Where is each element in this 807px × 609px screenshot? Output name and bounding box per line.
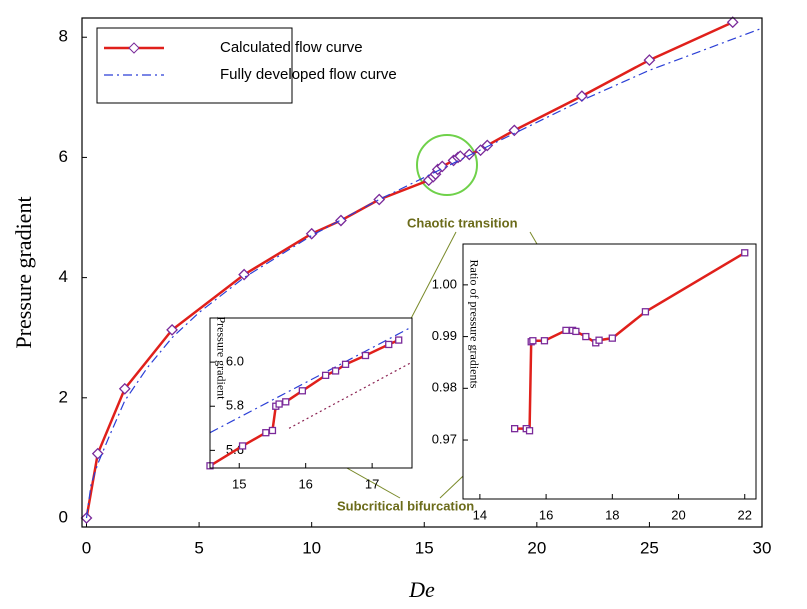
marker — [395, 336, 403, 344]
marker — [529, 337, 537, 345]
marker — [641, 308, 650, 316]
x-tick-label: 18 — [605, 507, 619, 522]
plot-frame — [209, 317, 413, 469]
x-tick-label: 14 — [473, 507, 487, 522]
y-tick-label: 0.99 — [432, 328, 457, 343]
marker — [305, 227, 318, 240]
marker — [572, 327, 580, 336]
x-tick-label: 25 — [640, 538, 659, 557]
x-tick-label: 20 — [671, 507, 685, 522]
marker — [331, 367, 340, 375]
x-axis-label: De — [408, 577, 435, 602]
marker — [575, 90, 588, 103]
marker — [341, 360, 350, 368]
series-line — [85, 27, 762, 519]
x-tick-label: 20 — [527, 538, 546, 557]
inset-frame — [463, 244, 756, 499]
marker — [373, 193, 386, 206]
plot-frame — [81, 17, 763, 528]
marker — [361, 351, 370, 360]
y-tick-label: 0 — [59, 507, 68, 526]
marker — [463, 148, 476, 161]
marker — [595, 336, 603, 344]
x-tick-label: 10 — [302, 538, 321, 557]
plot-frame — [462, 243, 757, 500]
y-tick-label: 6.0 — [226, 354, 244, 369]
y-tick-label: 6 — [59, 147, 68, 166]
marker — [540, 337, 549, 345]
x-tick-label: 17 — [365, 476, 379, 491]
marker — [508, 124, 521, 137]
highlight-circle — [416, 134, 478, 196]
y-tick-label: 5.8 — [226, 398, 244, 413]
x-tick-label: 16 — [539, 507, 553, 522]
y-tick-label: 2 — [59, 387, 68, 406]
marker — [385, 340, 393, 349]
annotation-arrow — [403, 231, 457, 333]
y-tick-label: 8 — [59, 27, 68, 46]
marker — [238, 268, 251, 281]
annotation: Subcritical bifurcation — [337, 498, 474, 513]
annotation: Chaotic transition — [407, 215, 518, 230]
marker — [321, 371, 330, 380]
marker — [525, 427, 534, 435]
x-tick-label: 22 — [738, 507, 752, 522]
x-tick-label: 0 — [82, 538, 91, 557]
marker — [562, 326, 570, 335]
marker — [643, 54, 656, 66]
y-tick-label: 1.00 — [432, 276, 457, 291]
marker — [166, 323, 178, 336]
marker — [582, 332, 590, 341]
x-tick-label: 5 — [194, 538, 203, 557]
marker — [262, 429, 270, 437]
marker — [268, 426, 277, 435]
y-axis-label: Ratio of pressure gradients — [467, 260, 481, 389]
series-line — [210, 326, 412, 434]
legend-label: Fully developed flow curve — [220, 66, 397, 83]
y-tick-label: 4 — [59, 267, 68, 286]
y-tick-label: 0.98 — [432, 380, 457, 395]
marker — [510, 425, 519, 433]
marker — [298, 387, 307, 395]
marker — [91, 447, 104, 460]
y-tick-label: 0.97 — [432, 431, 457, 446]
x-tick-label: 16 — [298, 476, 312, 491]
x-tick-label: 15 — [415, 538, 434, 557]
y-axis-label: Pressure gradient — [11, 196, 36, 348]
legend-box — [96, 27, 293, 104]
marker — [741, 249, 749, 257]
x-tick-label: 30 — [753, 538, 772, 557]
marker — [608, 334, 616, 342]
series-line — [288, 361, 412, 429]
marker — [275, 400, 283, 408]
marker — [238, 442, 247, 450]
marker — [118, 382, 131, 395]
marker — [436, 160, 449, 173]
legend-marker — [128, 42, 140, 54]
x-tick-label: 15 — [232, 476, 246, 491]
marker — [335, 214, 347, 227]
marker — [282, 398, 290, 406]
marker — [726, 16, 739, 29]
y-axis-label: Pressure gradient — [214, 317, 228, 401]
legend-label: Calculated flow curve — [220, 39, 363, 56]
